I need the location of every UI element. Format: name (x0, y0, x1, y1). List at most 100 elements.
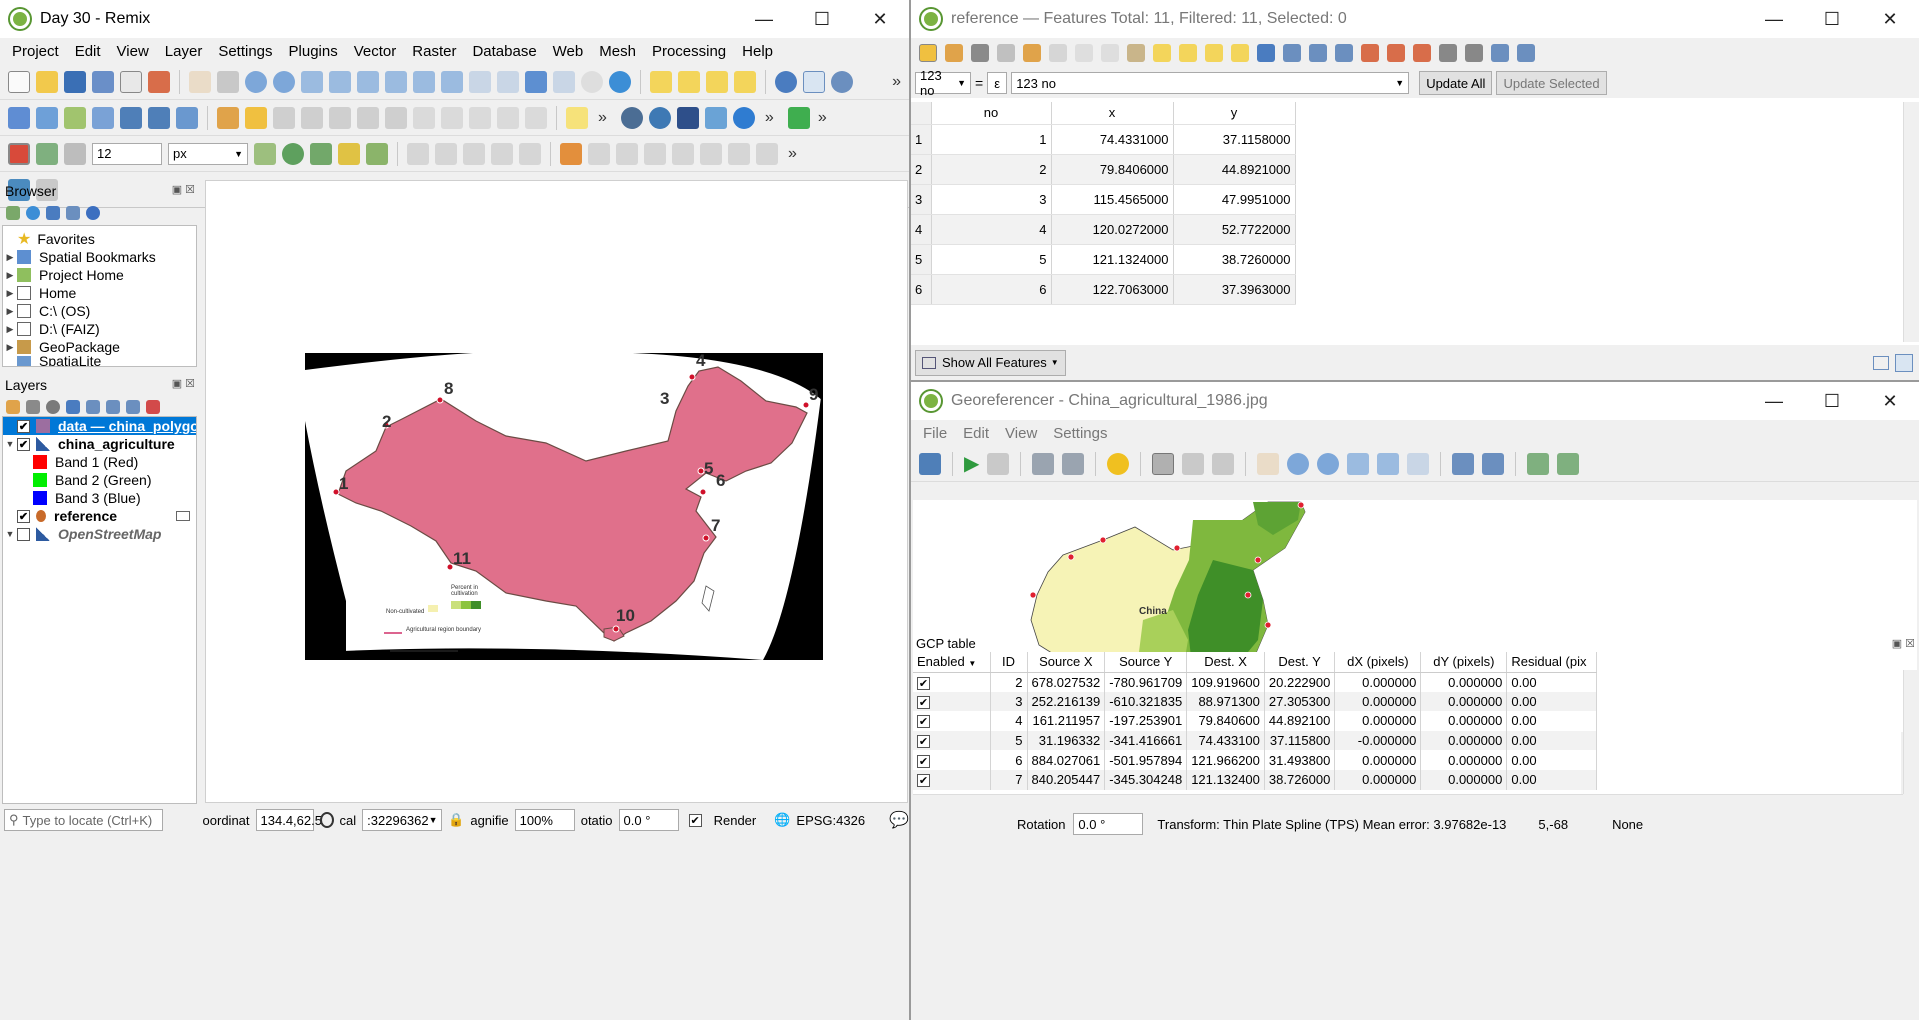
plugin-tool-icon[interactable] (8, 178, 30, 201)
gcp-cell[interactable]: -0.000000 (1334, 730, 1422, 751)
table-row[interactable]: 2 2 79.8406000 44.8921000 (911, 154, 1296, 185)
multi-edit-icon[interactable] (945, 44, 963, 62)
generate-gdal-script-icon[interactable] (987, 452, 1010, 475)
gcp-col-dy[interactable]: dY (pixels) (1420, 652, 1508, 673)
gcp-cell[interactable]: 0.000000 (1420, 750, 1508, 770)
refresh-icon[interactable] (26, 206, 40, 220)
add-vector-icon[interactable] (64, 106, 86, 129)
temporal-icon[interactable] (581, 70, 603, 93)
gcp-cell[interactable]: 27.305300 (1264, 691, 1336, 712)
cloud-icon[interactable] (732, 106, 755, 129)
gcp-cell[interactable]: 0.000000 (1420, 672, 1508, 692)
delete-selected-icon[interactable] (385, 106, 407, 129)
field-calculator-icon[interactable] (1413, 44, 1431, 62)
layer-indicator-icon[interactable] (176, 511, 190, 521)
deselect-all-icon[interactable] (1231, 44, 1249, 62)
collapse-all-icon[interactable] (126, 400, 140, 414)
new-shapefile-icon[interactable] (92, 106, 114, 129)
close-icon[interactable]: ✕ (1882, 390, 1898, 411)
browser-item-d-drive[interactable]: ▶ D:\ (FAIZ) (3, 320, 196, 338)
gcp-enabled-checkbox[interactable]: ✔ (917, 695, 930, 709)
deselect-icon[interactable] (706, 70, 728, 93)
column-header-x[interactable]: x (1051, 102, 1174, 125)
snap-options-icon[interactable] (366, 142, 388, 165)
render-checkbox[interactable]: ✔ (688, 813, 702, 827)
row-header[interactable]: 4 (911, 214, 932, 245)
gcp-cell[interactable]: 20.222900 (1264, 672, 1336, 692)
transformation-settings-icon[interactable] (1107, 452, 1130, 475)
gcp-cell[interactable]: 0.000000 (1334, 769, 1422, 790)
delete-field-icon[interactable] (1387, 44, 1405, 62)
browser-item-geopackage[interactable]: ▶ GeoPackage (3, 338, 196, 356)
copy-icon[interactable] (441, 106, 463, 129)
scale-input[interactable]: :32296362 ▼ (362, 809, 443, 831)
browser-item-favorites[interactable]: ★ Favorites (3, 230, 196, 248)
shape-ellipse-icon[interactable] (435, 142, 457, 165)
remove-layer-icon[interactable] (146, 400, 160, 414)
digitize-icon[interactable] (217, 106, 239, 129)
table-row[interactable]: 3 3 115.4565000 47.9951000 (911, 184, 1296, 215)
lock-scale-icon[interactable]: 🔒 (448, 812, 465, 827)
add-virtual-layer-icon[interactable] (176, 106, 198, 129)
shape-circle-icon[interactable] (407, 142, 429, 165)
gcp-col-dest-y[interactable]: Dest. Y (1264, 652, 1336, 673)
add-raster-icon[interactable] (120, 106, 142, 129)
invert-selection-icon[interactable] (1205, 44, 1223, 62)
snap-unit-select[interactable]: px ▼ (168, 142, 248, 165)
visibility-icon[interactable] (46, 400, 60, 414)
coordinate-input[interactable]: 134.4,62.5 (255, 809, 322, 831)
filter-legend-icon[interactable] (66, 400, 80, 414)
geo-rotation-input[interactable]: 0.0 ° (1073, 813, 1144, 835)
maximize-icon[interactable]: ☐ (1823, 8, 1841, 29)
gcp-row[interactable]: ✔ 6 884.027061 -501.957894 121.966200 31.4938… (913, 750, 1598, 770)
cell-y[interactable]: 38.7260000 (1173, 244, 1296, 275)
gcp-row[interactable]: ✔ 4 161.211957 -197.253901 79.840600 44.89210… (913, 711, 1598, 731)
table-row[interactable]: 4 4 120.0272000 52.7722000 (911, 214, 1296, 245)
cell-x[interactable]: 122.7063000 (1051, 274, 1174, 305)
pan-to-selected-icon[interactable] (1309, 44, 1327, 62)
add-group-icon[interactable] (26, 400, 40, 414)
trace-icon[interactable] (338, 142, 360, 165)
gcp-cell[interactable]: 0.00 (1506, 730, 1598, 751)
actions-icon[interactable] (1465, 44, 1483, 62)
layer-china-agriculture[interactable]: ▼ ✔ china_agriculture (3, 435, 196, 453)
menu-web[interactable]: Web (552, 42, 584, 60)
processing-icon[interactable] (831, 70, 853, 93)
maximize-icon[interactable]: ☐ (1823, 390, 1841, 411)
zoom-native-icon[interactable] (385, 70, 407, 93)
menu-plugins[interactable]: Plugins (288, 42, 338, 60)
minimize-icon[interactable]: — (1765, 8, 1783, 29)
delete-point-icon[interactable] (1182, 452, 1205, 475)
zoom-next-icon[interactable] (441, 70, 463, 93)
gcp-enabled-checkbox[interactable]: ✔ (917, 754, 930, 768)
minimize-icon[interactable]: — (1765, 390, 1783, 411)
add-mesh-icon[interactable] (148, 106, 170, 129)
print-layout-icon[interactable] (120, 70, 142, 93)
gcp-cell[interactable]: 884.027061 (1027, 750, 1106, 770)
expand-arrow-icon[interactable]: ▶ (6, 341, 14, 352)
gcp-enabled-checkbox[interactable]: ✔ (917, 715, 930, 729)
save-as-icon[interactable] (92, 70, 114, 93)
gcp-cell[interactable]: 4 (990, 711, 1028, 731)
cell-x[interactable]: 74.4331000 (1051, 124, 1174, 155)
rotation-input[interactable]: 0.0 ° (618, 809, 679, 831)
cell-y[interactable]: 37.3963000 (1173, 274, 1296, 305)
open-project-icon[interactable] (36, 70, 58, 93)
expand-all-icon[interactable] (106, 400, 120, 414)
row-header[interactable]: 1 (911, 124, 932, 155)
cell-y[interactable]: 52.7722000 (1173, 214, 1296, 245)
layer-openstreetmap[interactable]: ▼ OpenStreetMap (3, 525, 196, 543)
rotate-feature-icon[interactable] (616, 142, 638, 165)
layer-china-polygon[interactable]: ✔ data — china_polygon (3, 417, 196, 435)
expand-arrow-icon[interactable]: ▶ (6, 287, 14, 298)
gcp-cell[interactable]: 6 (990, 750, 1028, 770)
gcp-cell[interactable]: -345.304248 (1104, 769, 1188, 790)
data-source-manager-icon[interactable] (8, 106, 30, 129)
modify-attributes-icon[interactable] (357, 106, 379, 129)
help-icon[interactable] (676, 106, 699, 129)
toolbar-overflow-icon[interactable]: » (598, 108, 607, 126)
shape-rectangle-icon[interactable] (463, 142, 485, 165)
gcp-cell[interactable]: 31.196332 (1027, 730, 1106, 751)
cell-x[interactable]: 79.8406000 (1051, 154, 1174, 185)
gcp-col-enabled[interactable]: Enabled ▼ (913, 652, 991, 673)
